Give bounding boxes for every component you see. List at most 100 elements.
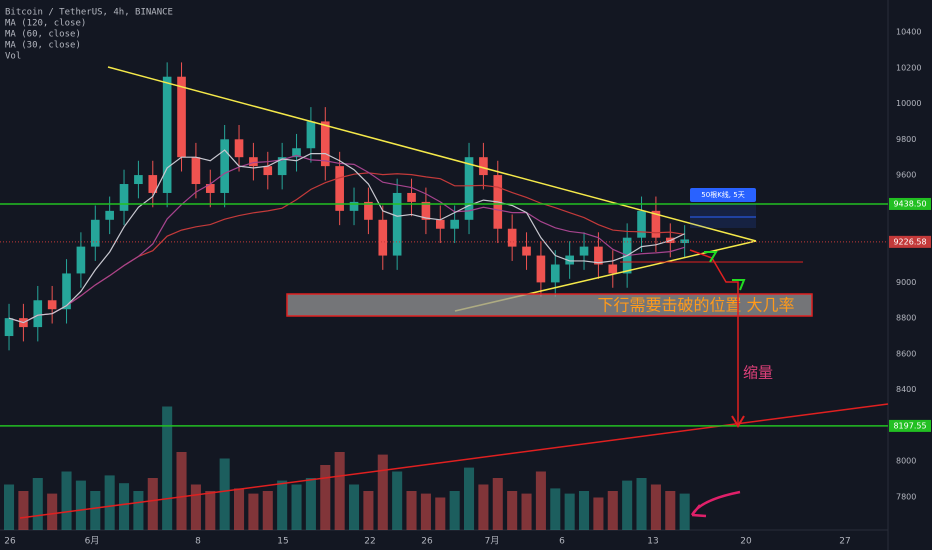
price-tick-label: 8600 — [896, 349, 916, 358]
volume-bar — [478, 484, 489, 530]
candle-body — [637, 210, 646, 238]
price-tick-label: 10200 — [896, 63, 921, 72]
moving-average — [8, 149, 685, 324]
volume-bar — [75, 480, 86, 530]
date-label: 22 — [364, 537, 375, 547]
candle-body — [550, 264, 560, 283]
triangle-upper — [107, 66, 757, 242]
price-tag-label: 9438.50 — [893, 199, 926, 208]
candle-body — [4, 318, 14, 337]
candle-body — [90, 219, 100, 247]
volume-bar — [190, 484, 201, 530]
candle-body — [76, 246, 86, 274]
volume-bar — [248, 493, 259, 530]
candle-body — [507, 228, 517, 247]
price-tag — [889, 235, 931, 248]
candle-body — [464, 157, 474, 220]
candle-body — [349, 201, 359, 211]
candle-body — [306, 121, 316, 149]
volume-bar — [277, 480, 288, 530]
candle-body — [435, 219, 445, 229]
range-box-label: 50根K线, 5天 — [701, 190, 744, 199]
candle-body — [364, 201, 373, 220]
price-tick-label: 7800 — [896, 493, 916, 502]
volume-bar — [679, 493, 690, 530]
candle-body — [119, 184, 129, 211]
trend-line — [19, 403, 889, 519]
candle-body — [335, 166, 344, 211]
indicator: MA (60, close) — [5, 30, 81, 40]
candle-body — [579, 246, 589, 256]
moving-average — [8, 154, 685, 324]
volume-bar — [607, 491, 618, 530]
range-box — [690, 188, 756, 202]
candle-body — [421, 201, 431, 220]
arrow — [689, 249, 739, 424]
volume-bar — [90, 491, 101, 530]
candle-body — [536, 255, 546, 283]
candle-body — [378, 219, 388, 256]
volume-bar — [61, 471, 72, 530]
volume-bar — [32, 478, 43, 530]
volume-bar — [406, 491, 417, 530]
candle-body — [162, 76, 172, 193]
date-label: 6月 — [85, 536, 100, 547]
volume-bar — [507, 491, 518, 530]
volume-bar — [363, 491, 374, 530]
volume-bar — [593, 497, 604, 530]
candle-body — [220, 139, 229, 193]
target-zone — [286, 293, 813, 317]
candle-body — [522, 246, 531, 256]
candle-body — [177, 76, 186, 158]
price-tag — [889, 419, 931, 432]
date-label: 26 — [4, 537, 16, 547]
volume-bar — [262, 491, 273, 530]
volume-bar — [234, 488, 245, 530]
volume-bar — [334, 452, 345, 530]
candle-body — [105, 210, 114, 220]
candle-body — [392, 192, 402, 256]
pink-arrow — [690, 490, 741, 518]
date-label: 13 — [647, 537, 658, 547]
volume-bar — [147, 478, 158, 530]
price-tag — [889, 197, 931, 210]
price-tick-label: 9000 — [896, 278, 916, 287]
candle-body — [450, 219, 459, 229]
volume-bar — [564, 493, 575, 530]
volume-bar — [305, 478, 316, 530]
candle-body — [594, 246, 603, 265]
price-tick-label: 9600 — [896, 171, 916, 180]
candle-body — [479, 157, 488, 176]
candle-body — [191, 157, 201, 185]
candle-body — [608, 264, 618, 274]
range-measure — [690, 204, 756, 228]
date-label: 6 — [559, 537, 565, 547]
price-tick-label: 10000 — [896, 99, 921, 108]
volume-bar — [535, 471, 546, 530]
candle-body — [277, 157, 287, 176]
volume-bar — [205, 491, 216, 530]
volume-bar — [622, 480, 633, 530]
candle-body — [263, 166, 273, 176]
volume-bar — [133, 491, 144, 530]
candle-body — [680, 239, 689, 244]
candle-body — [249, 157, 258, 167]
candle-body — [33, 300, 43, 328]
date-label: 7月 — [485, 536, 500, 547]
price-tick-label: 8800 — [896, 314, 916, 323]
volume-bar — [349, 484, 360, 530]
volume-bar — [449, 491, 460, 530]
price-tick-label: 9800 — [896, 135, 916, 144]
volume-bar — [435, 497, 446, 530]
date-label: 26 — [421, 537, 433, 547]
price-tick-label: 8000 — [896, 457, 916, 466]
volume-bar — [176, 452, 187, 530]
header-title: Bitcoin / TetherUS, 4h, BINANCE — [5, 8, 173, 18]
volume-bar — [4, 484, 15, 530]
volume-bar — [219, 458, 230, 530]
candle-body — [148, 175, 158, 193]
volume-bar — [162, 406, 173, 530]
price-tag-label: 8197.55 — [893, 421, 926, 430]
